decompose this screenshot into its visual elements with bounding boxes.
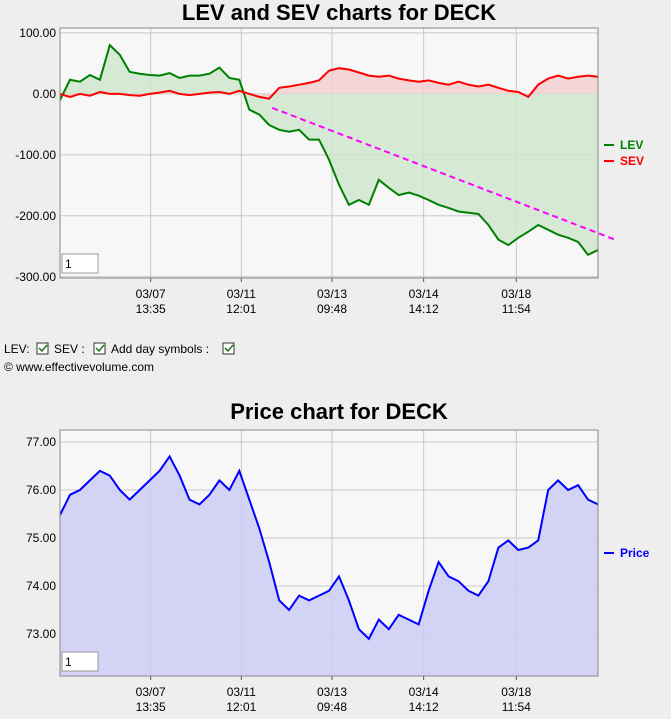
line — [60, 454, 598, 641]
area — [60, 456, 598, 676]
x-tick-label: 03/18 11:54 — [501, 287, 531, 316]
x-tick-label: 03/07 13:35 — [136, 685, 166, 714]
legend-label: SEV — [620, 154, 644, 168]
y-tick-label: 0.00 — [33, 87, 57, 101]
area — [60, 45, 598, 255]
y-tick-label: 75.00 — [26, 531, 56, 545]
legend-label: Price — [620, 546, 650, 560]
y-tick-label: 77.00 — [26, 435, 56, 449]
zoom-box[interactable]: 1 — [61, 253, 99, 274]
checkbox[interactable] — [36, 342, 49, 355]
series-group — [60, 43, 598, 257]
checkbox-label: LEV: — [4, 342, 30, 356]
x-tick-label: 03/14 14:12 — [409, 685, 439, 714]
plot-border — [59, 27, 599, 279]
y-tick-label: 74.00 — [26, 579, 56, 593]
x-tick-label: 03/13 09:48 — [317, 685, 347, 714]
checkbox-label: SEV : — [54, 342, 85, 356]
legend-label: LEV — [620, 138, 643, 152]
x-tick-label: 03/11 12:01 — [226, 685, 256, 714]
line — [60, 67, 598, 100]
plot-border — [59, 429, 599, 677]
y-tick-label: -300.00 — [15, 270, 56, 284]
checkbox-label: Add day symbols : — [111, 342, 209, 356]
x-tick-label: 03/18 11:54 — [501, 685, 531, 714]
zoom-box[interactable]: 1 — [61, 651, 99, 672]
trend-line — [271, 106, 616, 241]
line — [60, 43, 598, 257]
zoom-box-value: 1 — [65, 655, 72, 669]
y-tick-label: -100.00 — [15, 148, 56, 162]
y-tick-label: 100.00 — [19, 26, 56, 40]
x-tick-label: 03/11 12:01 — [226, 287, 256, 316]
y-tick-label: -200.00 — [15, 209, 56, 223]
x-tick-label: 03/07 13:35 — [136, 287, 166, 316]
zoom-box-frame — [61, 253, 99, 274]
y-tick-label: 76.00 — [26, 483, 56, 497]
y-tick-label: 73.00 — [26, 627, 56, 641]
chart-title: Price chart for DECK — [230, 399, 448, 424]
series-group — [60, 454, 598, 676]
checkbox[interactable] — [93, 342, 106, 355]
zoom-box-frame — [61, 651, 99, 672]
chart-title: LEV and SEV charts for DECK — [182, 0, 496, 25]
area — [60, 68, 598, 99]
copyright: © www.effectivevolume.com — [4, 360, 154, 374]
zoom-box-value: 1 — [65, 257, 72, 271]
x-tick-label: 03/14 14:12 — [409, 287, 439, 316]
checkbox[interactable] — [222, 342, 235, 355]
x-tick-label: 03/13 09:48 — [317, 287, 347, 316]
